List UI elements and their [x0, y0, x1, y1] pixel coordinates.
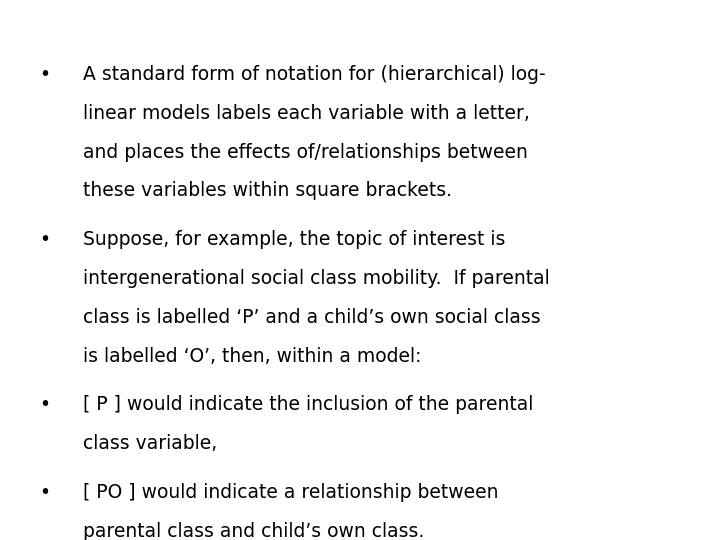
Text: [ P ] would indicate the inclusion of the parental: [ P ] would indicate the inclusion of th…	[83, 395, 534, 414]
Text: and places the effects of/relationships between: and places the effects of/relationships …	[83, 143, 528, 161]
Text: A standard form of notation for (hierarchical) log-: A standard form of notation for (hierarc…	[83, 65, 546, 84]
Text: these variables within square brackets.: these variables within square brackets.	[83, 181, 452, 200]
Text: •: •	[40, 230, 50, 249]
Text: •: •	[40, 395, 50, 414]
Text: •: •	[40, 483, 50, 502]
Text: •: •	[40, 65, 50, 84]
Text: [ PO ] would indicate a relationship between: [ PO ] would indicate a relationship bet…	[83, 483, 498, 502]
Text: linear models labels each variable with a letter,: linear models labels each variable with …	[83, 104, 530, 123]
Text: class is labelled ‘P’ and a child’s own social class: class is labelled ‘P’ and a child’s own …	[83, 308, 541, 327]
Text: intergenerational social class mobility.  If parental: intergenerational social class mobility.…	[83, 269, 549, 288]
Text: class variable,: class variable,	[83, 434, 217, 453]
Text: is labelled ‘O’, then, within a model:: is labelled ‘O’, then, within a model:	[83, 347, 421, 366]
Text: Suppose, for example, the topic of interest is: Suppose, for example, the topic of inter…	[83, 230, 505, 249]
Text: parental class and child’s own class.: parental class and child’s own class.	[83, 522, 424, 540]
